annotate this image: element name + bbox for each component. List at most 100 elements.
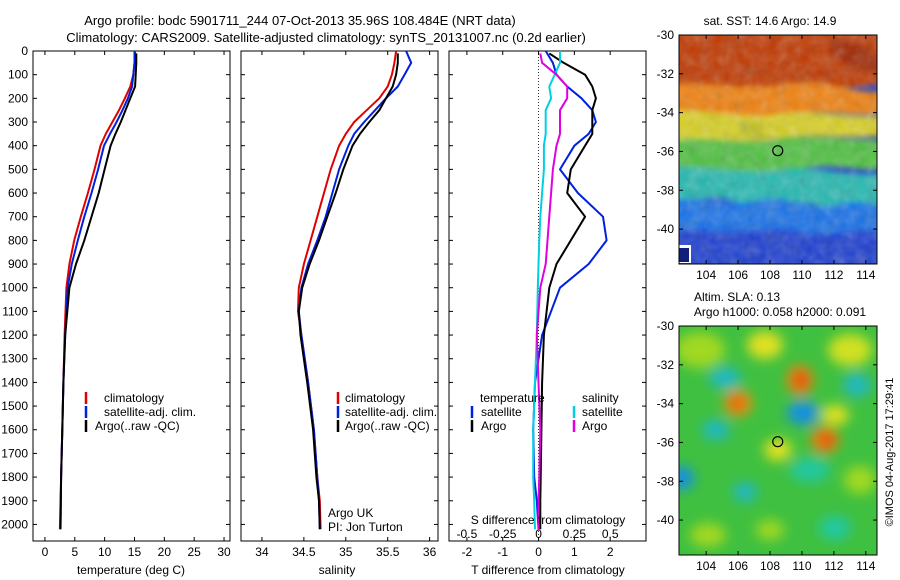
lon-tick-label: 106 <box>728 268 748 282</box>
depth-tick-label: 100 <box>8 68 28 82</box>
s-tick-label: -0.5 <box>457 527 478 541</box>
lat-tick-label: -34 <box>657 397 675 411</box>
sla-map-frame <box>678 325 878 556</box>
sst-argo-position-marker <box>772 145 784 157</box>
lon-tick-label: 104 <box>696 559 716 573</box>
difference-plot: -2 -1 0 1 2-0.5 -0.25 0 0.25 0.5 <box>449 50 646 559</box>
x-tick-label: 1 <box>571 545 578 559</box>
lon-tick-label: 104 <box>696 268 716 282</box>
lon-tick-label: 114 <box>856 559 875 573</box>
x-tick-label: 2 <box>607 545 614 559</box>
x-tick-label: 10 <box>98 545 112 559</box>
depth-tick-label: 1900 <box>1 494 28 508</box>
depth-tick-label: 1000 <box>1 281 28 295</box>
legend-satellite-label: satellite-adj. clim. <box>104 405 196 419</box>
lon-tick-label: 114 <box>856 268 875 282</box>
depth-tick-label: 1200 <box>1 328 28 342</box>
depth-tick-label: 1600 <box>1 423 28 437</box>
legend-satellite-label: satellite-adj. clim. <box>345 405 437 419</box>
x-tick-label: 34.5 <box>292 545 316 559</box>
sst-field <box>679 35 877 264</box>
depth-tick-label: 800 <box>8 233 28 247</box>
depth-tick-label: 600 <box>8 186 28 200</box>
lon-tick-label: 110 <box>792 268 811 282</box>
sst-map-frame <box>678 34 878 265</box>
lat-tick-label: -30 <box>657 319 675 333</box>
sla-map: Altim. SLA: 0.13 Argo h1000: 0.058 h2000… <box>657 290 878 573</box>
lat-tick-label: -38 <box>657 183 675 197</box>
sst-map-title: sat. SST: 14.6 Argo: 14.9 <box>704 14 837 28</box>
series-line-argo-raw-qc <box>59 53 138 530</box>
lon-tick-label: 110 <box>792 559 811 573</box>
depth-tick-label: 1800 <box>1 470 28 484</box>
float-institution: Argo UK <box>328 506 373 520</box>
depth-tick-label: 500 <box>8 162 28 176</box>
sla-field <box>679 326 877 555</box>
salinity-legend: climatology satellite-adj. clim. Argo(..… <box>336 391 437 433</box>
lat-tick-label: -40 <box>657 222 675 236</box>
legend-climatology-label: climatology <box>345 391 405 405</box>
lat-tick-label: -36 <box>657 435 675 449</box>
sla-argo-position-marker <box>772 436 784 448</box>
depth-tick-label: 1400 <box>1 375 28 389</box>
depth-tick-label: 1500 <box>1 399 28 413</box>
legend-temperature-title: temperature <box>480 391 545 405</box>
series-line-s-argo <box>535 53 569 530</box>
lat-tick-label: -32 <box>657 358 675 372</box>
x-tick-label: 30 <box>217 545 231 559</box>
series-line-s-satellite <box>532 51 561 530</box>
lon-tick-label: 108 <box>760 559 780 573</box>
lat-tick-label: -34 <box>657 106 675 120</box>
salinity-axis-label: salinity <box>319 563 356 577</box>
depth-tick-label: 900 <box>8 257 28 271</box>
imos-copyright: ©IMOS 04-Aug-2017 17:29:41 <box>884 378 896 527</box>
s-tick-label: 0.5 <box>602 527 619 541</box>
sst-map-axes: 104 106 108 110 112 114 -30 -32 -34 -36 -38 -40 <box>657 28 877 282</box>
sla-map-title: Altim. SLA: 0.13 <box>694 290 780 304</box>
figure-title-line2: Climatology: CARS2009. Satellite-adjuste… <box>66 30 586 45</box>
depth-axis: 0 100 200 300 400 500 600 700 800 900 1000 1100 1200… <box>1 44 28 531</box>
x-tick-label: 5 <box>71 545 78 559</box>
x-tick-label: 0 <box>535 545 542 559</box>
x-tick-label: 34 <box>255 545 269 559</box>
legend-argo-label: Argo(..raw -QC) <box>345 419 430 433</box>
temperature-legend: climatology satellite-adj. clim. Argo(..… <box>84 391 196 433</box>
lat-tick-label: -38 <box>657 474 675 488</box>
depth-tick-label: 400 <box>8 139 28 153</box>
t-difference-axis-label: T difference from climatology <box>471 563 625 577</box>
legend-t-argo-label: Argo <box>481 419 507 433</box>
depth-tick-label: 0 <box>21 44 28 58</box>
x-tick-label: 20 <box>158 545 172 559</box>
s-tick-label: 0.25 <box>563 527 587 541</box>
lon-tick-label: 106 <box>728 559 748 573</box>
x-tick-label: 0 <box>42 545 49 559</box>
depth-tick-label: 1700 <box>1 446 28 460</box>
lat-tick-label: -36 <box>657 144 675 158</box>
series-line-climatology <box>58 50 137 530</box>
series-line-t-satellite <box>532 50 608 530</box>
sla-map-axes: 104 106 108 110 112 114 -30 -32 -34 -36 -38 -40 <box>657 319 877 573</box>
lat-tick-label: -32 <box>657 67 675 81</box>
legend-s-satellite-label: satellite <box>582 405 623 419</box>
lat-tick-label: -30 <box>657 28 675 42</box>
series-line-argo-raw-qc <box>297 53 399 530</box>
salinity-plot: 34 34.5 35 35.5 36 <box>241 50 438 559</box>
x-tick-label: 25 <box>188 545 202 559</box>
temperature-plot: 0 5 10 15 20 25 30 <box>33 50 231 559</box>
depth-tick-label: 300 <box>8 115 28 129</box>
temperature-plot-frame <box>32 50 231 542</box>
lat-tick-label: -40 <box>657 513 675 527</box>
temperature-axis-label: temperature (deg C) <box>77 563 185 577</box>
x-tick-label: 15 <box>128 545 142 559</box>
legend-salinity-title: salinity <box>582 391 619 405</box>
legend-t-satellite-label: satellite <box>481 405 522 419</box>
x-tick-label: 36 <box>423 545 437 559</box>
legend-argo-label: Argo(..raw -QC) <box>95 419 180 433</box>
depth-tick-label: 200 <box>8 91 28 105</box>
salinity-plot-frame <box>240 50 439 542</box>
s-tick-label: -0.25 <box>489 527 517 541</box>
depth-tick-label: 700 <box>8 210 28 224</box>
x-tick-label: -2 <box>462 545 473 559</box>
x-tick-label: 35.5 <box>376 545 400 559</box>
